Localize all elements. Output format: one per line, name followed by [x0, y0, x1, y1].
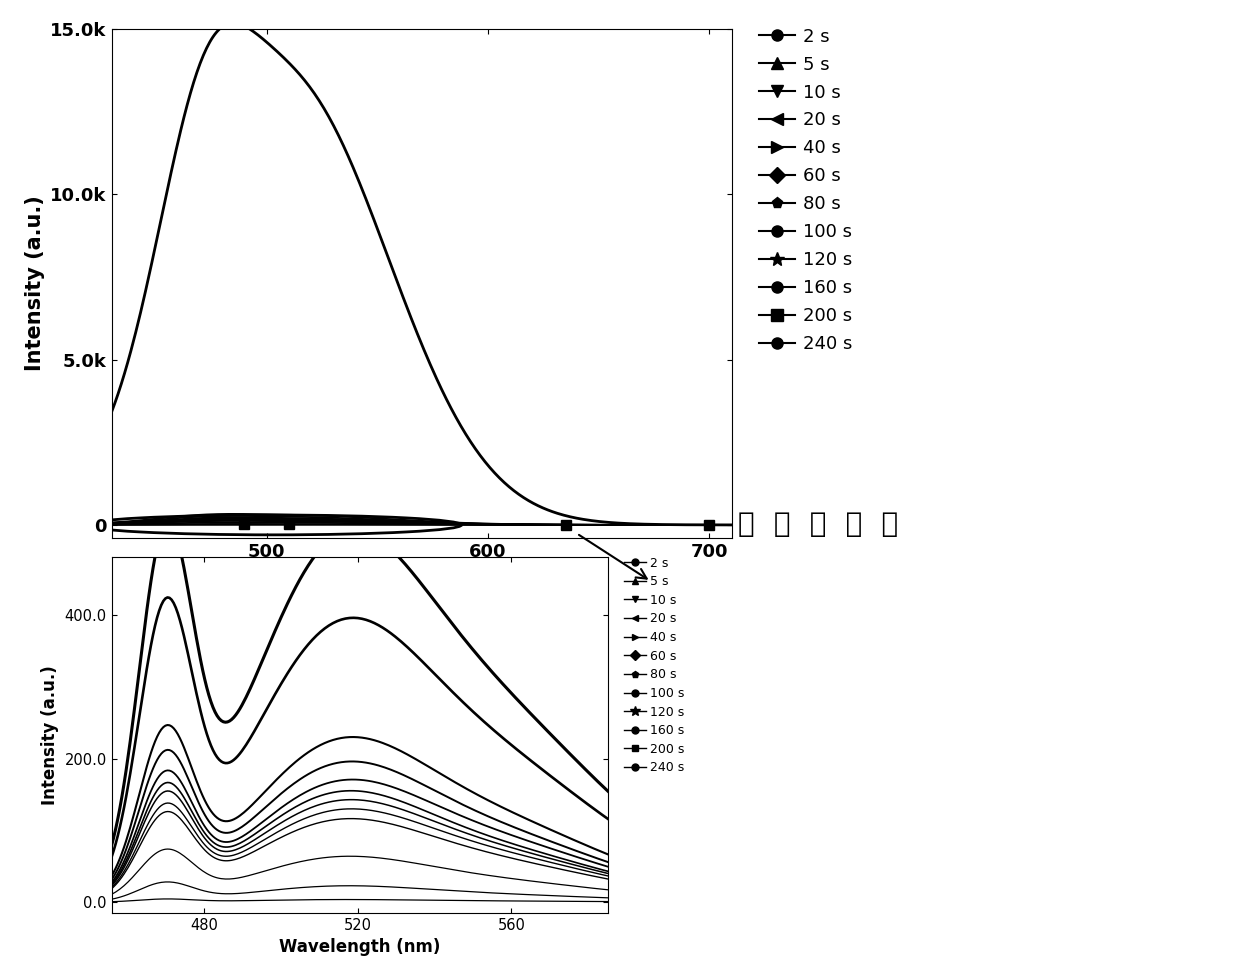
X-axis label: Wavelength (nm): Wavelength (nm): [279, 938, 440, 956]
Legend: 2 s, 5 s, 10 s, 20 s, 40 s, 60 s, 80 s, 100 s, 120 s, 160 s, 200 s, 240 s: 2 s, 5 s, 10 s, 20 s, 40 s, 60 s, 80 s, …: [624, 556, 684, 775]
X-axis label: Wavelength (nm): Wavelength (nm): [320, 567, 523, 586]
Y-axis label: Intensity (a.u.): Intensity (a.u.): [25, 196, 45, 371]
Legend: 2 s, 5 s, 10 s, 20 s, 40 s, 60 s, 80 s, 100 s, 120 s, 160 s, 200 s, 240 s: 2 s, 5 s, 10 s, 20 s, 40 s, 60 s, 80 s, …: [759, 28, 852, 353]
Y-axis label: Intensity (a.u.): Intensity (a.u.): [41, 665, 60, 805]
Text: 局  部  放  大  图: 局 部 放 大 图: [738, 509, 898, 538]
